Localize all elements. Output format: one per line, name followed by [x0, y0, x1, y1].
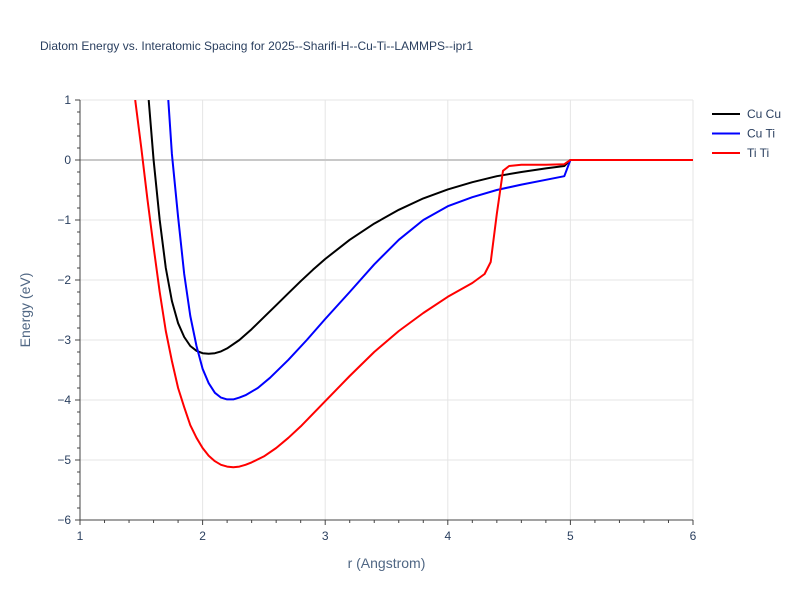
y-tick-label-3: −2: [57, 273, 71, 287]
series-line-ti-ti: [134, 100, 693, 469]
y-tick-labels: 1 0 −1 −2 −3 −4 −5 −6: [57, 93, 80, 527]
legend-label-1: Cu Ti: [747, 127, 775, 141]
x-tick-label-0: 1: [77, 529, 84, 543]
x-tick-label-1: 2: [199, 529, 206, 543]
series-lines: [134, 100, 693, 469]
y-tick-label-1: 0: [64, 153, 71, 167]
y-tick-label-4: −3: [57, 333, 71, 347]
x-tick-labels: 1 2 3 4 5 6: [77, 520, 697, 543]
chart-title: Diatom Energy vs. Interatomic Spacing fo…: [40, 39, 473, 53]
y-tick-label-5: −4: [57, 393, 71, 407]
axes: [79, 100, 693, 521]
legend: Cu Cu Cu Ti Ti Ti: [712, 107, 781, 160]
series-line-cu-ti: [167, 100, 693, 401]
grid-lines: [80, 99, 694, 520]
y-axis-label: Energy (eV): [17, 273, 33, 348]
legend-label-2: Ti Ti: [747, 146, 769, 160]
y-tick-label-2: −1: [57, 213, 71, 227]
y-tick-label-6: −5: [57, 453, 71, 467]
minor-ticks: [77, 111, 669, 523]
x-axis-label: r (Angstrom): [348, 555, 426, 571]
x-tick-label-2: 3: [322, 529, 329, 543]
x-tick-label-3: 4: [444, 529, 451, 543]
y-tick-label-0: 1: [64, 93, 71, 107]
series-line-cu-cu: [147, 100, 693, 355]
x-tick-label-5: 6: [690, 529, 697, 543]
x-tick-label-4: 5: [567, 529, 574, 543]
y-tick-label-7: −6: [57, 513, 71, 527]
legend-label-0: Cu Cu: [747, 107, 781, 121]
